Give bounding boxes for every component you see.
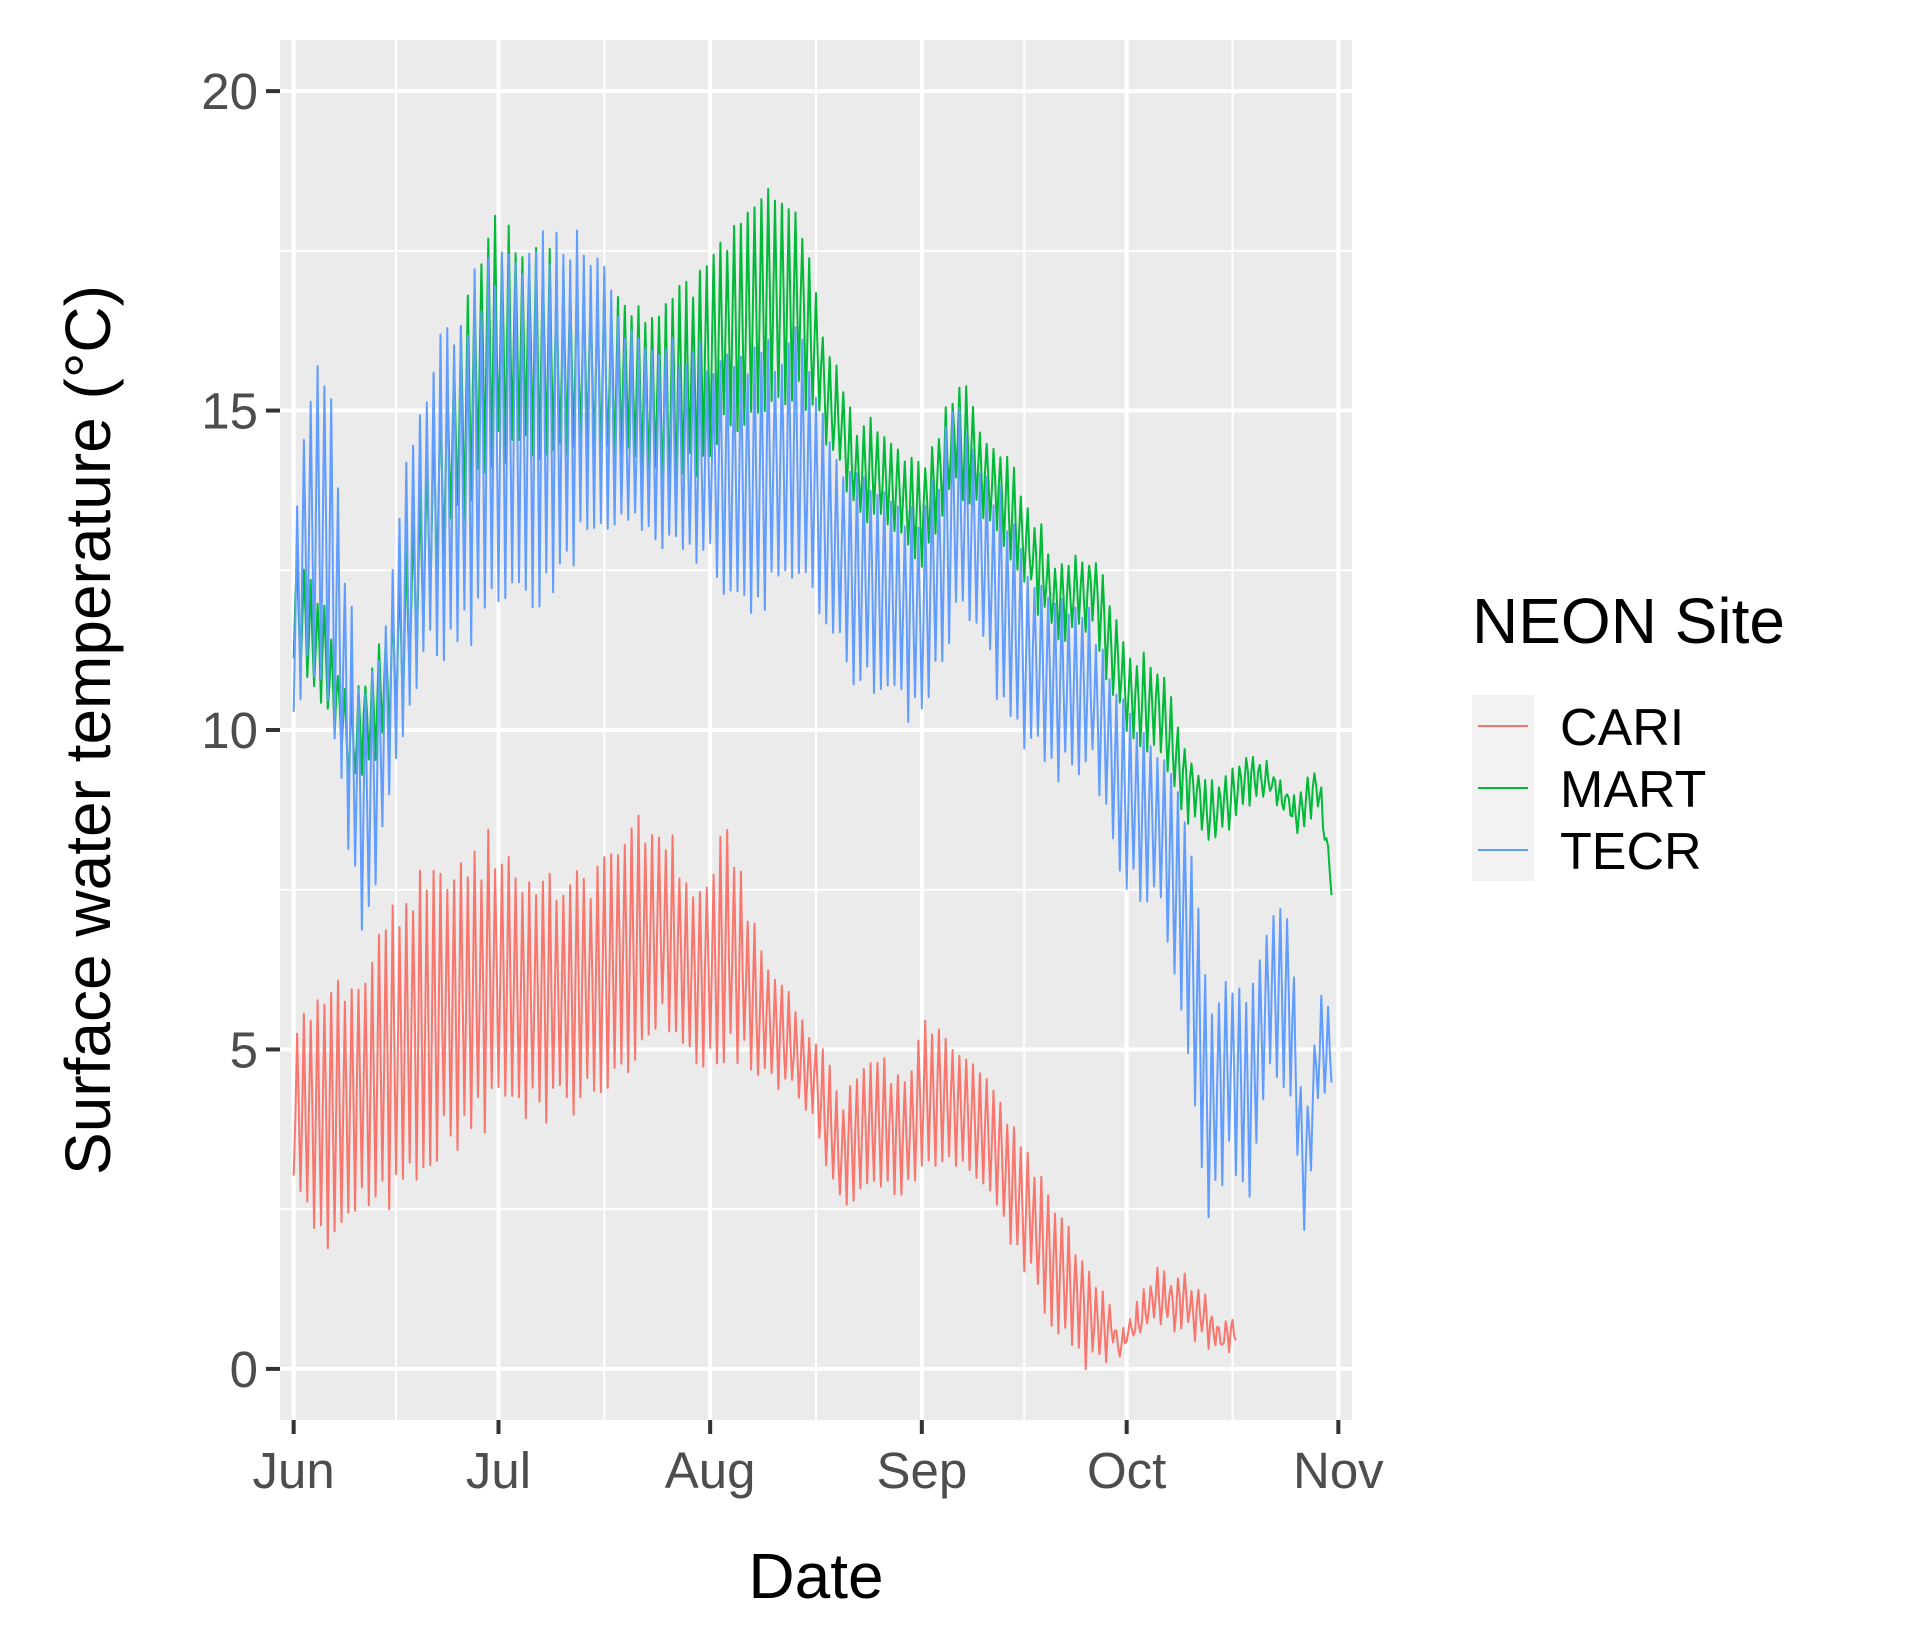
x-tick-label: Sep bbox=[876, 1442, 967, 1499]
x-axis-title: Date bbox=[748, 1540, 883, 1612]
legend-title: NEON Site bbox=[1472, 585, 1785, 657]
x-tick-label: Aug bbox=[665, 1442, 756, 1499]
y-tick-label: 5 bbox=[230, 1021, 258, 1078]
legend-label-tecr: TECR bbox=[1560, 823, 1702, 881]
x-tick-label: Oct bbox=[1087, 1442, 1166, 1499]
y-tick-label: 0 bbox=[230, 1341, 258, 1398]
legend-label-cari: CARI bbox=[1560, 699, 1684, 757]
y-axis-title: Surface water temperature (°C) bbox=[52, 285, 124, 1175]
x-tick-label: Jul bbox=[466, 1442, 531, 1499]
y-tick-label: 20 bbox=[201, 63, 258, 120]
series-line-tecr bbox=[292, 229, 1333, 1231]
series-line-cari bbox=[292, 814, 1237, 1371]
y-tick-label: 10 bbox=[201, 702, 258, 759]
legend-label-mart: MART bbox=[1560, 761, 1706, 819]
y-tick-label: 15 bbox=[201, 383, 258, 440]
x-tick-labels: Jun Jul Aug Sep Oct Nov bbox=[253, 1442, 1385, 1499]
series-layer bbox=[292, 188, 1333, 1371]
y-tick-labels: 0 5 10 15 20 bbox=[201, 63, 258, 1398]
axis-ticks bbox=[266, 89, 1341, 1434]
x-tick-label: Jun bbox=[253, 1442, 335, 1499]
x-tick-label: Nov bbox=[1293, 1442, 1384, 1499]
